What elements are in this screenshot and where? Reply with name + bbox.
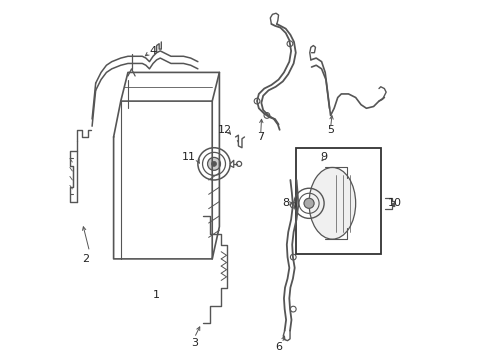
Text: 5: 5 [326, 125, 333, 135]
Text: 4: 4 [149, 46, 156, 56]
Text: 2: 2 [82, 254, 89, 264]
Text: 9: 9 [319, 152, 326, 162]
Text: 7: 7 [257, 132, 264, 142]
Text: 3: 3 [190, 338, 197, 348]
Text: 8: 8 [282, 198, 289, 208]
Circle shape [304, 198, 313, 208]
Circle shape [211, 161, 216, 166]
Text: 6: 6 [275, 342, 282, 352]
Ellipse shape [308, 167, 355, 239]
Circle shape [207, 157, 220, 170]
Text: 11: 11 [182, 152, 196, 162]
Text: 1: 1 [153, 290, 160, 300]
Text: 10: 10 [387, 198, 401, 208]
Bar [296, 148, 380, 253]
Text: 12: 12 [217, 125, 231, 135]
